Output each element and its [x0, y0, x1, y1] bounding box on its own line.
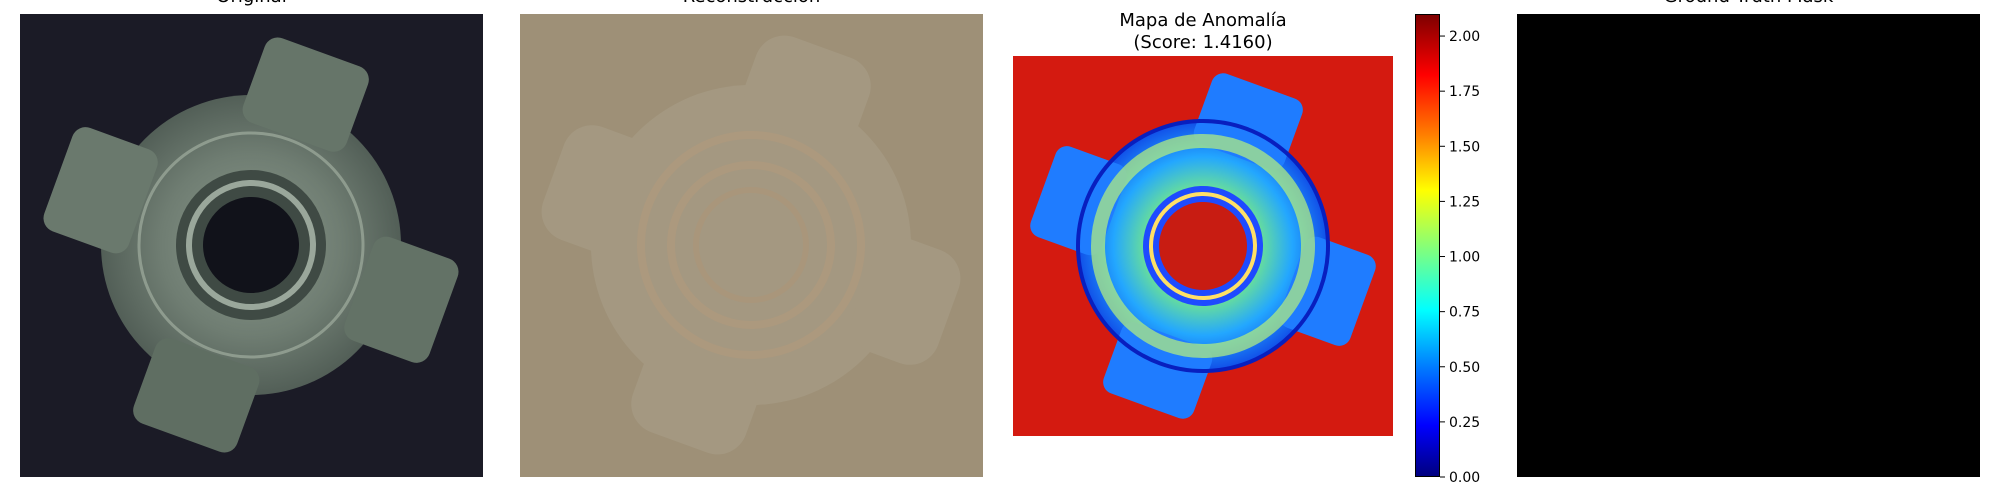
ground-truth-title: Ground Truth Mask — [1517, 0, 1980, 8]
reconstruction-image — [520, 14, 983, 477]
colorbar-tick-label: 0.25 — [1449, 415, 1480, 431]
colorbar-tick-label: 1.75 — [1449, 84, 1480, 100]
ground-truth-mask — [1517, 14, 1980, 477]
anomaly-map-title: Mapa de Anomalía (Score: 1.4160) — [1013, 10, 1393, 54]
reconstruction-title: Reconstrucción — [520, 0, 983, 8]
colorbar-tick-label: 1.25 — [1449, 194, 1480, 210]
colorbar-tick-label: 2.00 — [1449, 29, 1480, 45]
colorbar-axis: 0.00 0.25 0.50 0.75 1.00 1.25 1.50 1.75 2.00 — [1440, 29, 1480, 486]
colorbar-tick-label: 0.75 — [1449, 305, 1480, 321]
original-image — [20, 14, 483, 477]
anomaly-nut — [1030, 73, 1376, 419]
colorbar-tick-label: 0.50 — [1449, 360, 1480, 376]
colorbar-tick-label: 1.50 — [1449, 139, 1480, 155]
nut-object — [43, 37, 459, 453]
colorbar-tick-label: 0.00 — [1449, 470, 1480, 486]
anomaly-map-score: (Score: 1.4160) — [1133, 32, 1273, 53]
reconstructed-nut — [541, 35, 961, 455]
anomaly-map-title-line1: Mapa de Anomalía — [1119, 10, 1287, 31]
colorbar — [1415, 14, 1440, 477]
anomaly-map-image — [1013, 56, 1393, 436]
original-title: Original — [20, 0, 483, 8]
colorbar-tick-label: 1.00 — [1449, 250, 1480, 266]
